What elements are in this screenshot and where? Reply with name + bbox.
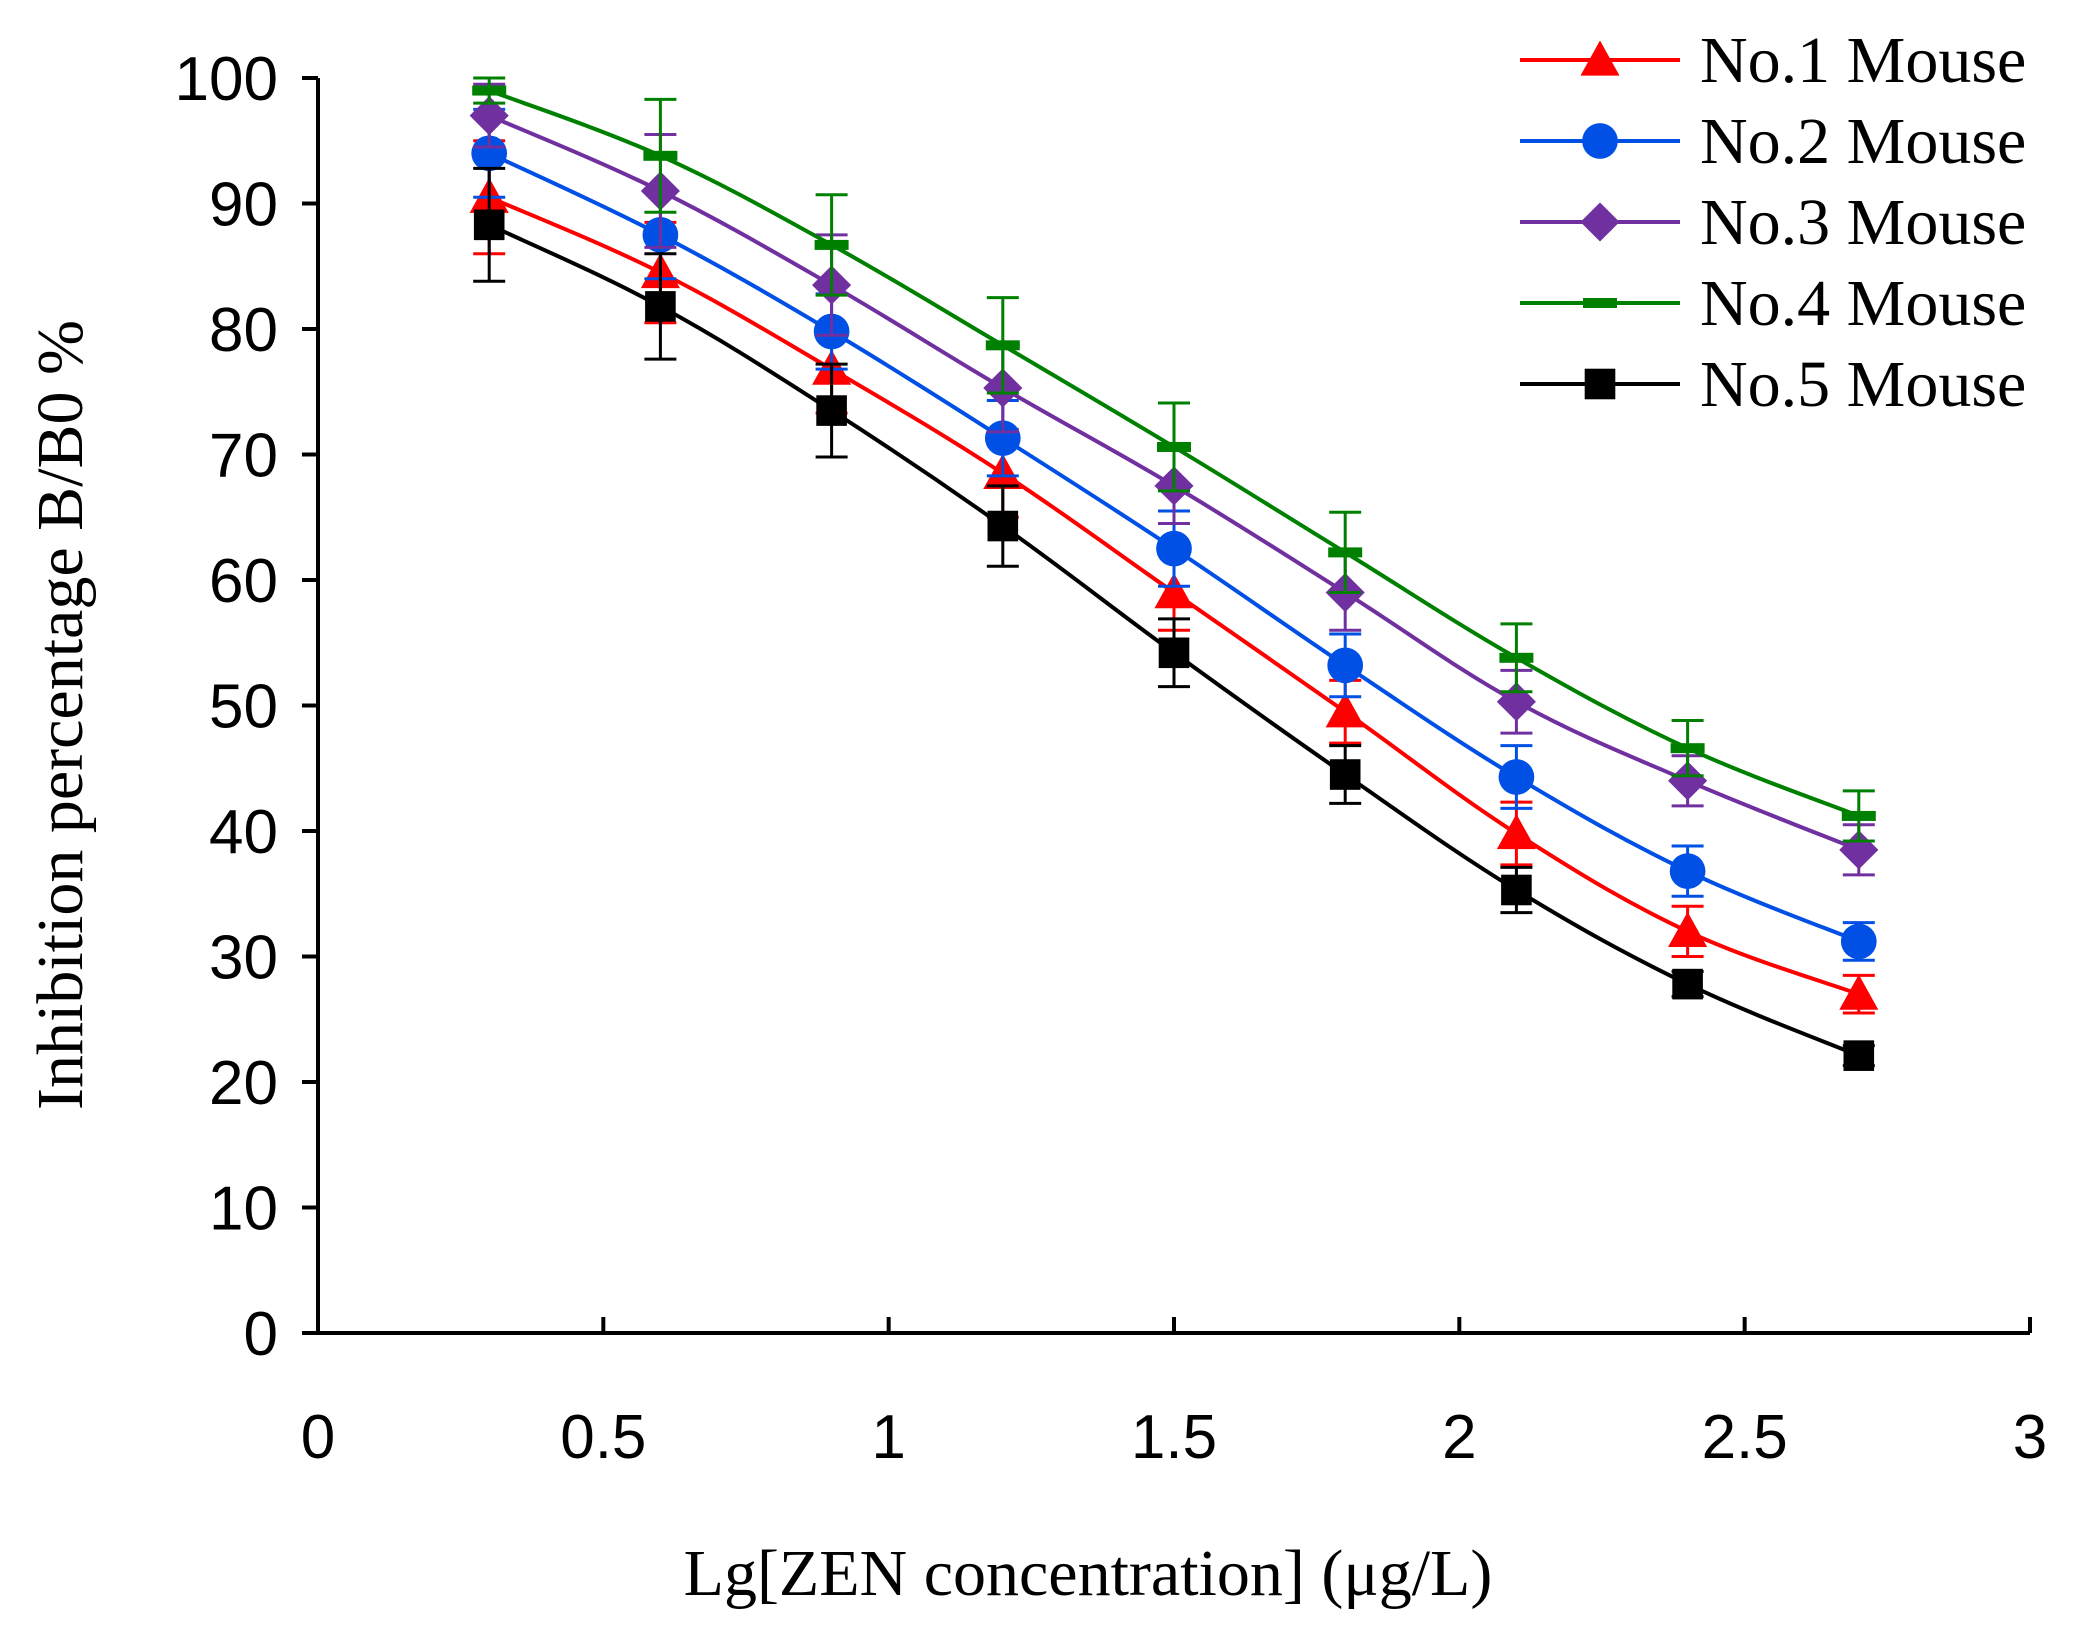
x-tick-label: 2.5: [1702, 1403, 1788, 1472]
legend-label: No.2 Mouse: [1700, 105, 2026, 178]
data-point: [1158, 637, 1190, 669]
axes-layer: 0 10 20 30 40 50 60 70 80 90 100 0 0.5 1 1.5 2 2.5 3: [175, 45, 2048, 1472]
data-point: [1668, 911, 1708, 948]
data-point: [643, 150, 678, 161]
y-tick-label: 60: [209, 547, 278, 616]
data-point: [816, 395, 847, 426]
data-point: [984, 420, 1021, 457]
data-point: [1670, 743, 1705, 754]
data-point: [645, 291, 676, 322]
data-point: [1669, 853, 1706, 890]
series-2: [471, 107, 1877, 962]
x-tick-label: 2: [1442, 1403, 1476, 1472]
data-point: [985, 340, 1020, 351]
data-point: [1499, 652, 1534, 663]
legend-item-5: No.5 Mouse: [1520, 348, 2026, 421]
data-point: [472, 85, 507, 96]
data-point: [1841, 810, 1876, 821]
y-tick-label: 90: [209, 171, 278, 240]
y-axis-title: Inhibition percentage B/B0 %: [24, 320, 97, 1110]
legend-label: No.1 Mouse: [1700, 24, 2026, 97]
x-tick-label: 1.5: [1131, 1403, 1217, 1472]
data-point: [1496, 813, 1536, 850]
legend-item-1: No.1 Mouse: [1520, 24, 2026, 97]
data-point: [1157, 441, 1191, 452]
data-point: [1327, 647, 1364, 684]
data-point: [1839, 974, 1879, 1010]
y-tick-label: 50: [209, 673, 278, 742]
legend-item-3: No.3 Mouse: [1520, 186, 2026, 259]
legend-label: No.5 Mouse: [1700, 348, 2026, 421]
data-point: [473, 209, 505, 241]
series-5: [473, 166, 1875, 1071]
legend-marker: [1580, 202, 1620, 242]
legend-marker: [1583, 298, 1617, 308]
y-tick-label: 80: [209, 296, 278, 365]
y-tick-label: 40: [209, 798, 278, 867]
y-tick-label: 20: [209, 1049, 278, 1118]
series-4: [472, 76, 1876, 843]
legend-label: No.4 Mouse: [1700, 267, 2026, 340]
data-point: [814, 239, 849, 250]
data-point: [1328, 547, 1363, 558]
data-point: [1672, 968, 1703, 1000]
x-tick-label: 3: [2013, 1403, 2047, 1472]
data-point: [1329, 759, 1361, 790]
series-layer: [469, 76, 1879, 1071]
y-tick-label: 30: [209, 924, 278, 993]
y-tick-label: 70: [209, 422, 278, 491]
y-tick-label: 10: [209, 1175, 278, 1244]
data-point: [469, 96, 509, 136]
data-point: [471, 135, 508, 172]
data-point: [1154, 573, 1194, 609]
x-tick-label: 1: [871, 1403, 905, 1472]
legend-item-4: No.4 Mouse: [1520, 267, 2026, 340]
data-point: [1668, 761, 1708, 801]
x-tick-label: 0.5: [560, 1403, 646, 1472]
legend-item-2: No.2 Mouse: [1520, 105, 2026, 178]
x-tick-label: 0: [301, 1403, 335, 1472]
legend: No.1 Mouse No.2 Mouse No.3 Mouse No.4 Mouse…: [1520, 24, 2026, 421]
data-point: [1325, 692, 1365, 728]
data-point: [1501, 874, 1532, 906]
legend-marker: [1580, 40, 1620, 76]
x-axis-title: Lg[ZEN concentration] (μg/L): [684, 1537, 1493, 1610]
data-point: [1840, 923, 1877, 960]
legend-marker: [1584, 368, 1616, 400]
legend-marker: [1582, 123, 1618, 159]
legend-label: No.3 Mouse: [1700, 186, 2026, 259]
y-tick-label: 0: [244, 1300, 278, 1369]
y-tick-label: 100: [175, 45, 278, 114]
data-point: [1156, 530, 1192, 567]
data-point: [987, 510, 1019, 542]
data-point: [1843, 1040, 1875, 1071]
data-point: [1498, 759, 1535, 795]
